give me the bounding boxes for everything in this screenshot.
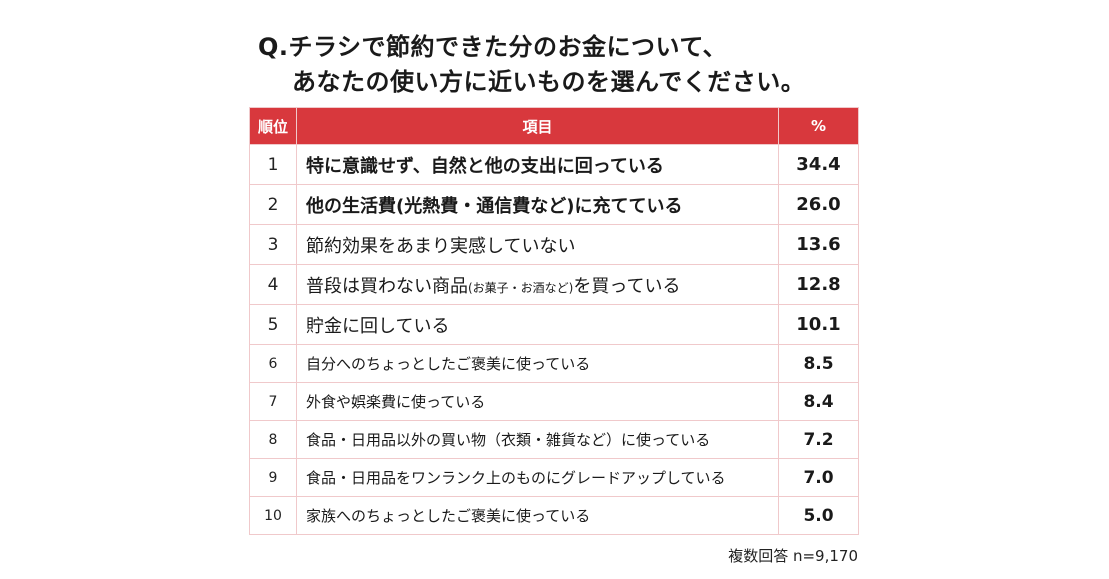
table-row: 4 普段は買わない商品(お菓子・お酒など)を買っている 12.8 [249,264,859,305]
item-cell: 外食や娯楽費に使っている [296,382,779,421]
percent-cell: 5.0 [778,496,859,535]
rank-cell: 6 [249,344,297,383]
rank-cell: 5 [249,304,297,345]
percent-cell: 8.5 [778,344,859,383]
percent-cell: 7.0 [778,458,859,497]
item-cell: 他の生活費(光熱費・通信費など)に充てている [296,184,779,225]
sample-size-note: 複数回答 n=9,170 [728,547,858,565]
item-cell: 貯金に回している [296,304,779,345]
table-row: 1 特に意識せず、自然と他の支出に回っている 34.4 [249,144,859,185]
rank-cell: 9 [249,458,297,497]
item-tail-text: を買っている [573,275,681,297]
header-rank: 順位 [249,107,297,145]
percent-cell: 8.4 [778,382,859,421]
rank-cell: 10 [249,496,297,535]
percent-cell: 7.2 [778,420,859,459]
ranking-table: 順位 項目 % 1 特に意識せず、自然と他の支出に回っている 34.4 2 他の… [249,107,859,535]
header-item: 項目 [296,107,779,145]
percent-cell: 10.1 [778,304,859,345]
table-row: 9 食品・日用品をワンランク上のものにグレードアップしている 7.0 [249,458,859,497]
table-row: 2 他の生活費(光熱費・通信費など)に充てている 26.0 [249,184,859,225]
rank-cell: 8 [249,420,297,459]
percent-cell: 26.0 [778,184,859,225]
item-cell: 特に意識せず、自然と他の支出に回っている [296,144,779,185]
rank-cell: 3 [249,224,297,265]
table-row: 3 節約効果をあまり実感していない 13.6 [249,224,859,265]
question-line-2: あなたの使い方に近いものを選んでください。 [292,68,806,96]
item-cell: 食品・日用品をワンランク上のものにグレードアップしている [296,458,779,497]
rank-cell: 7 [249,382,297,421]
question-line-1: Q.チラシで節約できた分のお金について、 [258,33,728,61]
rank-cell: 1 [249,144,297,185]
percent-cell: 13.6 [778,224,859,265]
item-cell: 食品・日用品以外の買い物（衣類・雑貨など）に使っている [296,420,779,459]
item-main-text: 普段は買わない商品 [306,275,468,297]
percent-cell: 12.8 [778,264,859,305]
item-cell: 家族へのちょっとしたご褒美に使っている [296,496,779,535]
item-cell: 自分へのちょっとしたご褒美に使っている [296,344,779,383]
rank-cell: 2 [249,184,297,225]
table-row: 5 貯金に回している 10.1 [249,304,859,345]
table-row: 10 家族へのちょっとしたご褒美に使っている 5.0 [249,496,859,535]
table-row: 6 自分へのちょっとしたご褒美に使っている 8.5 [249,344,859,383]
item-sub-text: (お菓子・お酒など) [468,280,574,295]
header-row: 順位 項目 % [249,107,859,145]
percent-cell: 34.4 [778,144,859,185]
item-cell: 節約効果をあまり実感していない [296,224,779,265]
item-cell: 普段は買わない商品(お菓子・お酒など)を買っている [296,264,779,305]
rank-cell: 4 [249,264,297,305]
header-percent: % [778,107,859,145]
table-row: 8 食品・日用品以外の買い物（衣類・雑貨など）に使っている 7.2 [249,420,859,459]
table-row: 7 外食や娯楽費に使っている 8.4 [249,382,859,421]
